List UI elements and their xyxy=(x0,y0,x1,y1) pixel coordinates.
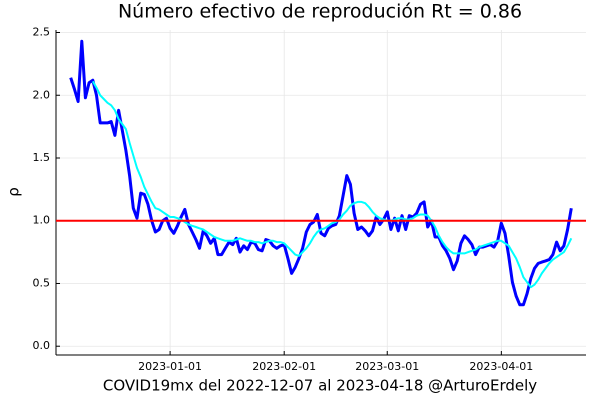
y-tick-label: 0.0 xyxy=(33,339,51,352)
y-tick-label: 2.0 xyxy=(33,88,51,101)
y-tick-label: 1.0 xyxy=(33,214,51,227)
y-axis-label: ρ xyxy=(5,187,23,197)
y-tick-label: 1.5 xyxy=(33,151,51,164)
series-line xyxy=(69,39,573,307)
x-tick-label: 2023-04-01 xyxy=(469,360,533,373)
x-tick-label: 2023-01-01 xyxy=(138,360,202,373)
x-tick-label: 2023-03-01 xyxy=(355,360,419,373)
series-line xyxy=(91,80,573,289)
x-axis-label: COVID19mx del 2022-12-07 al 2023-04-18 @… xyxy=(103,377,537,395)
y-tick-label: 0.5 xyxy=(33,276,51,289)
y-tick-label: 2.5 xyxy=(33,26,51,39)
chart-title: Número efectivo de reprodución Rt = 0.86 xyxy=(118,1,522,23)
x-tick-label: 2023-02-01 xyxy=(252,360,316,373)
